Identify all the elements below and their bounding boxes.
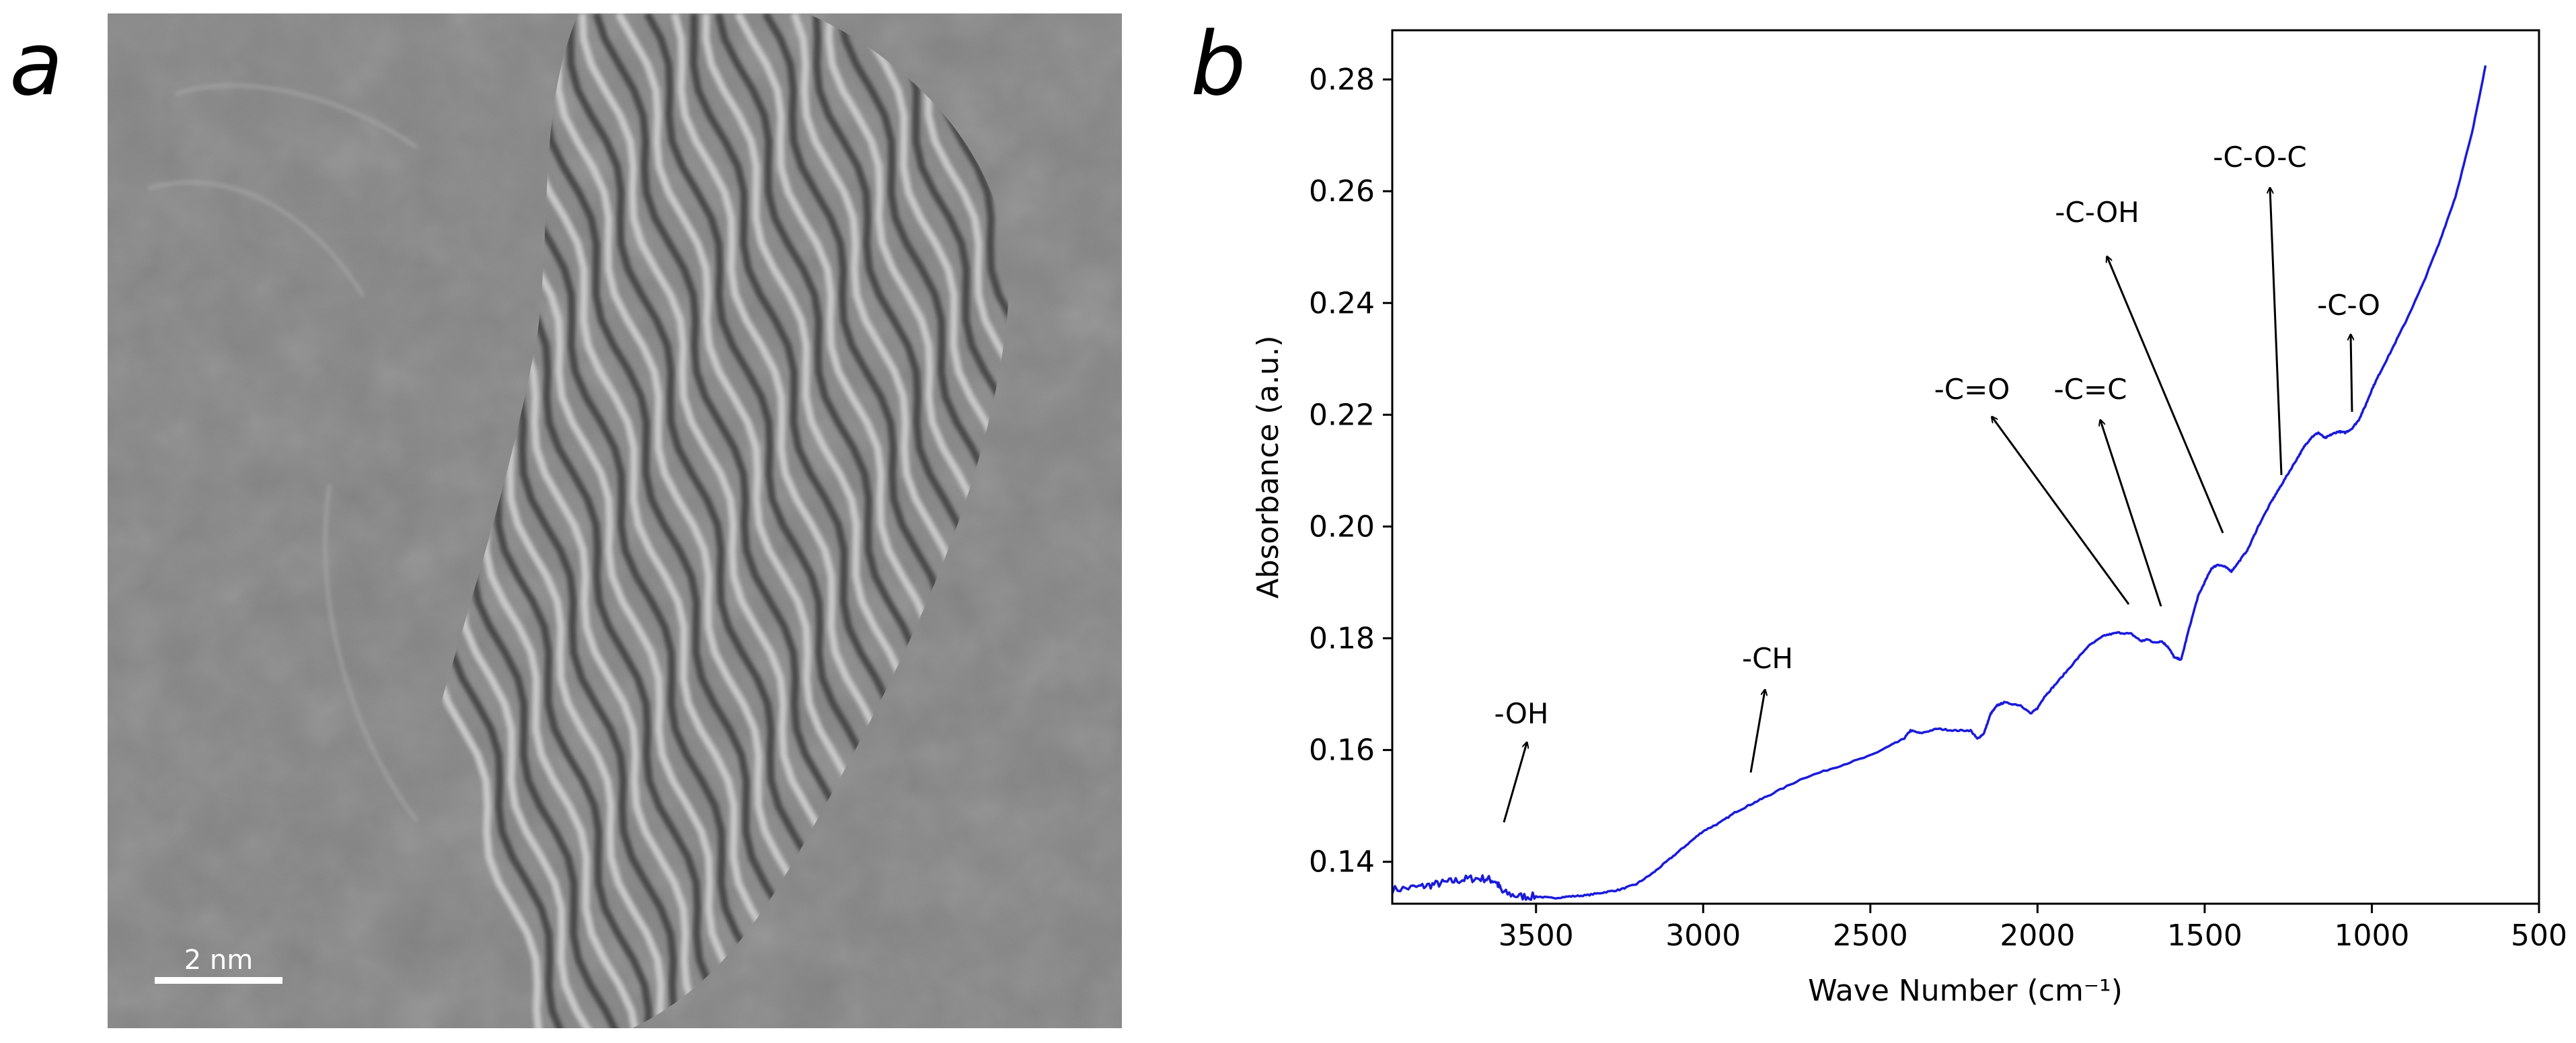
lattice-fringe [550, 13, 832, 1028]
lattice-fringe [909, 13, 1010, 1028]
y-tick-label: 0.28 [1309, 63, 1375, 97]
y-tick-label: 0.16 [1309, 733, 1375, 768]
annotation-arrow [2270, 188, 2283, 476]
annotation-label: -CH [1742, 642, 1793, 675]
annotation-label: -C=C [2054, 373, 2127, 406]
y-tick-label: 0.20 [1309, 509, 1375, 544]
x-tick-label: 1000 [2334, 919, 2409, 953]
y-tick-label: 0.26 [1309, 174, 1375, 209]
annotation-arrow [1503, 743, 1527, 823]
lattice-fringe [934, 13, 1010, 1028]
lattice-fringe [404, 13, 652, 1028]
x-tick-label: 500 [2511, 919, 2567, 953]
annotation-arrow [2100, 421, 2162, 607]
lattice-fringe [525, 13, 806, 1028]
lattice-fringe [880, 13, 1010, 1028]
lattice-fringe [790, 13, 1010, 1028]
y-tick-label: 0.24 [1309, 286, 1375, 320]
x-tick-label: 2000 [2000, 919, 2075, 953]
y-tick-label: 0.18 [1309, 622, 1375, 656]
annotation-label: -OH [1494, 697, 1549, 730]
annotation-label: -C-O-C [2213, 141, 2307, 174]
panel-a-letter: a [9, 13, 63, 115]
scale-bar [155, 977, 282, 984]
spectrum-line [1391, 65, 2487, 901]
annotation-label: -C-O [2317, 289, 2380, 322]
annotation-label: -C=O [1934, 373, 2010, 406]
y-axis-title: Absorbance (a.u.) [1251, 335, 1285, 598]
annotation-arrow [2351, 335, 2352, 412]
x-tick-label: 3500 [1499, 919, 1574, 953]
tem-micrograph: 2 nm [108, 13, 1122, 1028]
scale-bar-label: 2 nm [184, 945, 253, 976]
lattice-fringe [404, 13, 543, 1028]
annotation-label: -C-OH [2055, 196, 2139, 229]
x-tick-label: 1500 [2167, 919, 2242, 953]
annotation-arrow [1992, 417, 2130, 605]
plot-frame [1391, 29, 2540, 905]
x-tick-label: 3000 [1665, 919, 1741, 953]
y-tick-label: 0.22 [1309, 398, 1375, 432]
x-tick-label: 2500 [1833, 919, 1908, 953]
panel-b-letter: b [1190, 13, 1246, 115]
x-axis-title: Wave Number (cm⁻¹) [1808, 974, 2123, 1008]
annotation-arrow [2107, 257, 2224, 534]
annotation-arrow [1749, 690, 1765, 773]
y-tick-label: 0.14 [1309, 845, 1375, 879]
